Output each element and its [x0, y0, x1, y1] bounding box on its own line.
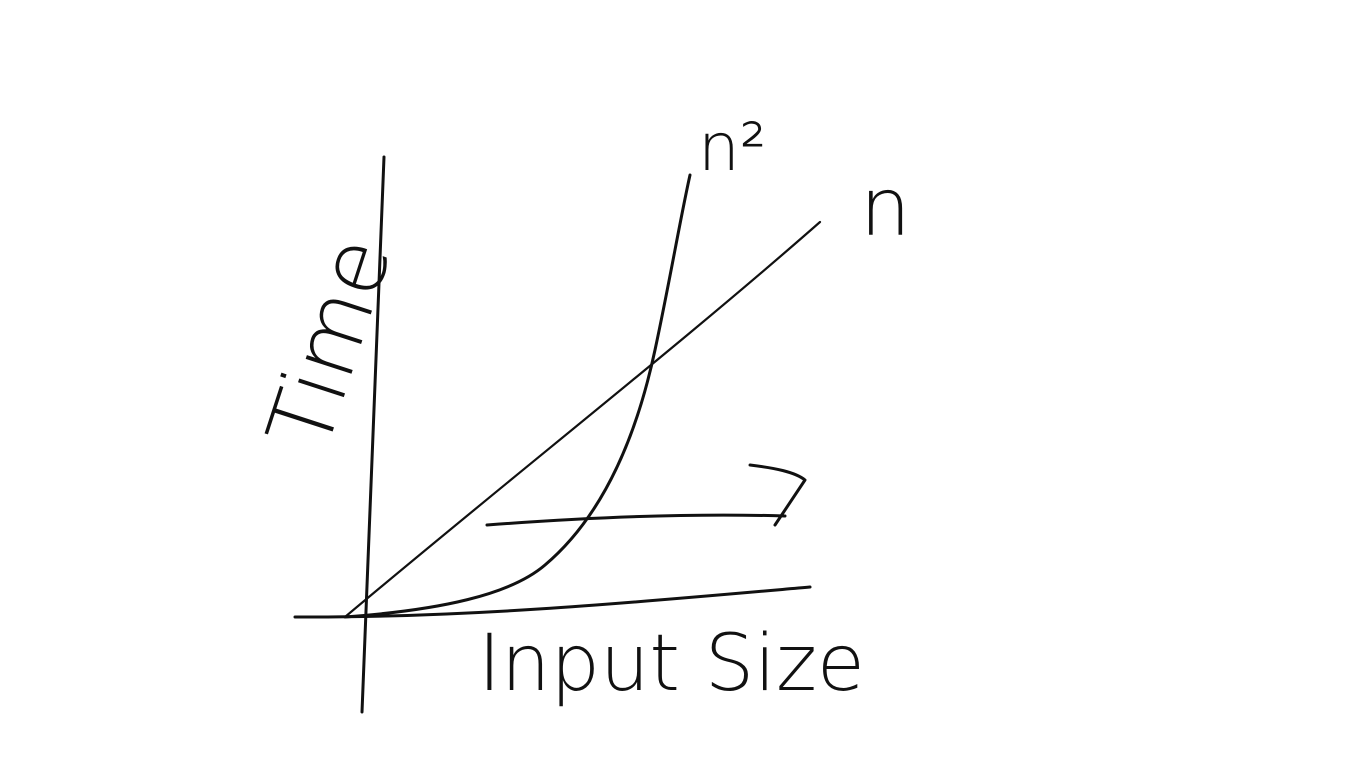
arrow-shaft: [485, 513, 787, 527]
x-axis-label: Input Size: [478, 619, 865, 709]
quadratic-curve: [343, 173, 692, 619]
y-axis: [360, 155, 386, 714]
curve-label: n²: [698, 109, 766, 186]
linear-curve: [343, 220, 822, 619]
curve-label: n: [860, 161, 911, 254]
arrow-head: [748, 463, 807, 527]
